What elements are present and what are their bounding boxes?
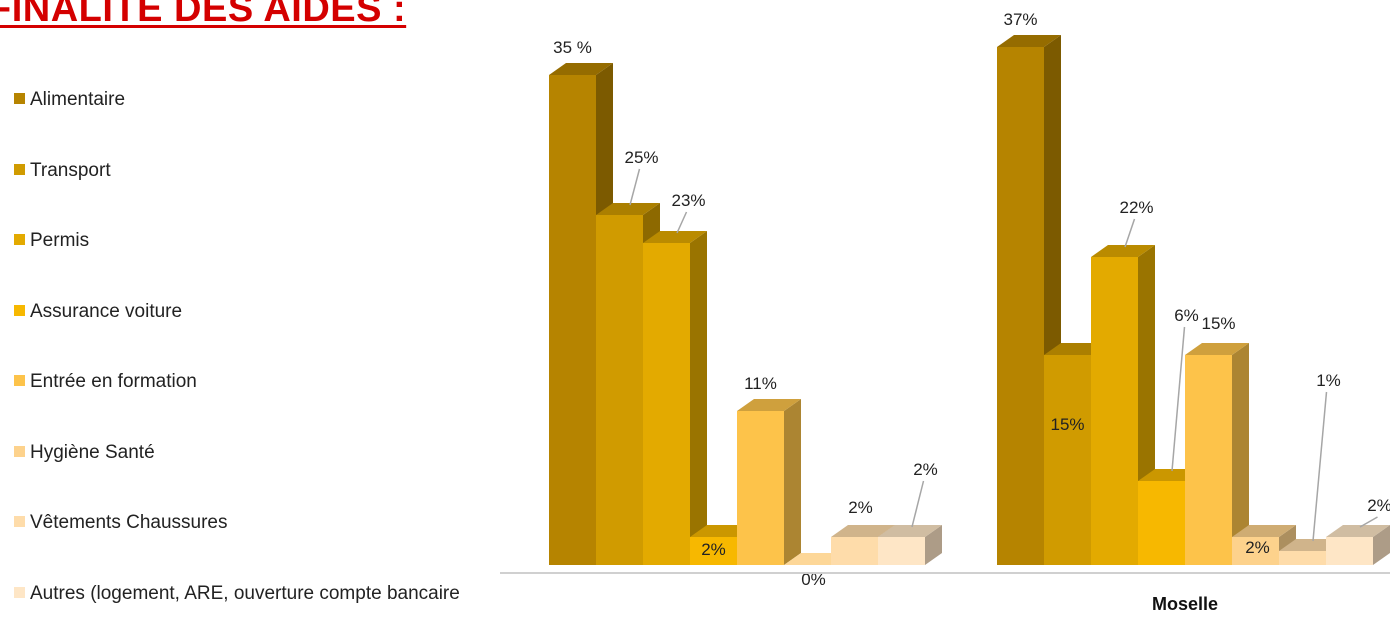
bar-top xyxy=(643,231,707,243)
legend-label: Hygiène Santé xyxy=(30,441,155,463)
bar xyxy=(1185,343,1249,565)
bar-top xyxy=(596,203,660,215)
bar-side xyxy=(690,231,707,565)
bar-front xyxy=(997,47,1044,565)
bar-front xyxy=(1091,257,1138,565)
data-label: 0% xyxy=(801,570,826,589)
bar-top xyxy=(549,63,613,75)
legend-label: Entrée en formation xyxy=(30,371,197,392)
data-label: 11% xyxy=(744,374,777,393)
bar-front xyxy=(737,411,784,565)
legend-label: Alimentaire xyxy=(30,89,126,110)
bar-top xyxy=(1232,525,1296,537)
bar-front xyxy=(878,537,925,565)
leader-line xyxy=(629,168,641,206)
data-label: 35 % xyxy=(553,38,592,57)
legend-label: Autres (logement, ARE, ouverture compte … xyxy=(30,582,460,604)
legend-swatch xyxy=(14,445,25,457)
data-label: 22% xyxy=(1119,198,1153,217)
leader-line xyxy=(676,211,688,234)
bar xyxy=(1326,525,1390,565)
legend-item: Permis xyxy=(14,229,484,252)
bar xyxy=(878,525,942,565)
data-label: 1% xyxy=(1316,371,1341,390)
data-label: 23% xyxy=(671,191,705,210)
legend-item: Autres (logement, ARE, ouverture compte … xyxy=(14,582,484,605)
bar-top xyxy=(997,35,1061,47)
legend-item: Vêtements Chaussures xyxy=(14,511,484,534)
bar xyxy=(737,399,801,565)
bar-front xyxy=(1138,481,1185,565)
bar-top xyxy=(737,399,801,411)
bar-top xyxy=(831,525,895,537)
category-label: Moselle xyxy=(1152,594,1218,614)
leader-line xyxy=(911,480,925,528)
data-label: 2% xyxy=(913,460,938,479)
chart-title: FINALITÉ DES AIDES : xyxy=(0,0,407,30)
data-label: 2% xyxy=(848,498,873,517)
data-label: 37% xyxy=(1003,10,1037,29)
bar-side xyxy=(925,525,942,565)
data-label: 15% xyxy=(1201,314,1235,333)
bar-front xyxy=(1279,551,1326,565)
legend-label: Vêtements Chaussures xyxy=(30,512,228,533)
bar-front xyxy=(1326,537,1373,565)
leader-line xyxy=(1124,218,1136,248)
leader-line xyxy=(1312,391,1328,542)
leader-line xyxy=(1171,326,1186,472)
legend-item: Assurance voiture xyxy=(14,300,484,323)
bar-front xyxy=(1044,355,1091,565)
bar-side xyxy=(1232,343,1249,565)
legend-item: Entrée en formation xyxy=(14,370,484,393)
data-label: 6% xyxy=(1174,306,1199,325)
legend-label: Permis xyxy=(30,230,90,251)
legend-label: Assurance voiture xyxy=(30,300,183,322)
legend-swatch xyxy=(14,586,25,598)
bar-front xyxy=(690,537,737,565)
data-label: 15% xyxy=(1050,415,1084,434)
data-label: 2% xyxy=(1367,496,1390,515)
legend-label: Transport xyxy=(30,159,111,181)
data-label: 2% xyxy=(1245,538,1270,557)
legend-swatch xyxy=(14,375,25,386)
legend-swatch xyxy=(14,304,25,316)
legend-item: Hygiène Santé xyxy=(14,441,484,464)
legend-swatch xyxy=(14,516,25,527)
bar-front xyxy=(1232,537,1279,565)
bar-top xyxy=(1091,245,1155,257)
bar xyxy=(1091,245,1155,565)
bar-side xyxy=(784,399,801,565)
bar-front xyxy=(549,75,596,565)
bar-top xyxy=(1326,525,1390,537)
legend-swatch xyxy=(14,163,25,175)
bar-side xyxy=(1373,525,1390,565)
legend-item: Alimentaire xyxy=(14,88,484,111)
bar-front xyxy=(1185,355,1232,565)
bar-top xyxy=(1185,343,1249,355)
legend-item: Transport xyxy=(14,159,484,182)
bar-front xyxy=(596,215,643,565)
legend-swatch xyxy=(14,93,25,104)
bar-front xyxy=(831,537,878,565)
bar-top xyxy=(878,525,942,537)
data-label: 25% xyxy=(624,148,658,167)
bar-front xyxy=(643,243,690,565)
data-label: 2% xyxy=(701,540,726,559)
bar xyxy=(643,231,707,565)
legend-swatch xyxy=(14,234,25,245)
leader-line xyxy=(1359,516,1378,528)
